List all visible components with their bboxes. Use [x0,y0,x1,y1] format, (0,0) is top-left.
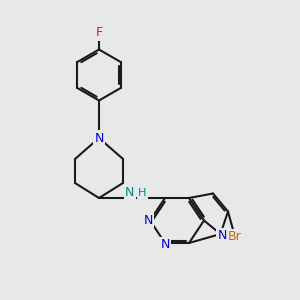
Text: F: F [95,26,103,40]
Text: N: N [125,186,134,199]
Text: Br: Br [228,230,242,243]
Text: N: N [160,238,170,251]
Text: N: N [144,214,153,227]
Text: N: N [94,131,104,145]
Text: H: H [138,188,147,198]
Text: N: N [217,229,227,242]
